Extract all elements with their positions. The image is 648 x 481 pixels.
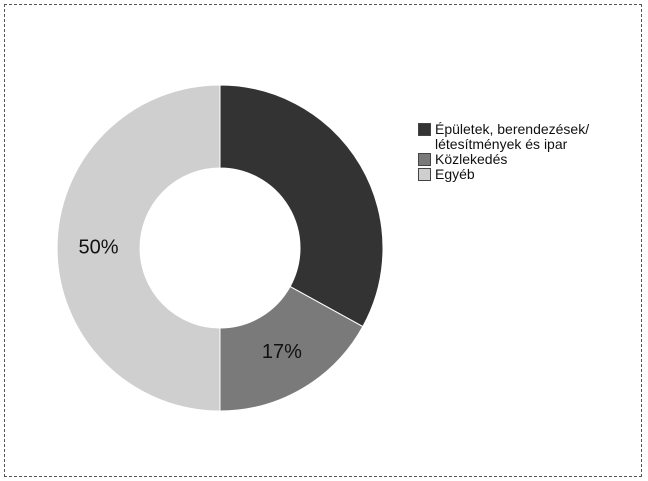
- donut-segment: [56, 84, 221, 412]
- legend-swatch: [418, 168, 431, 181]
- frame: [4, 4, 642, 477]
- legend-label: Egyéb: [435, 166, 475, 182]
- legend-item: Egyéb: [418, 167, 638, 182]
- legend-label: Közlekedés: [435, 151, 508, 167]
- donut-segment: [219, 285, 364, 412]
- legend-swatch: [418, 123, 431, 136]
- donut-segment: [219, 84, 384, 328]
- legend-item: Épületek, berendezések/ létesítmények és…: [418, 122, 638, 152]
- data-label: 17%: [262, 341, 302, 363]
- legend-item: Közlekedés: [418, 152, 638, 167]
- data-label: 50%: [78, 236, 118, 258]
- legend-label: Épületek, berendezések/ létesítmények és…: [435, 121, 590, 152]
- legend: Épületek, berendezések/ létesítmények és…: [418, 122, 638, 182]
- legend-swatch: [418, 153, 431, 166]
